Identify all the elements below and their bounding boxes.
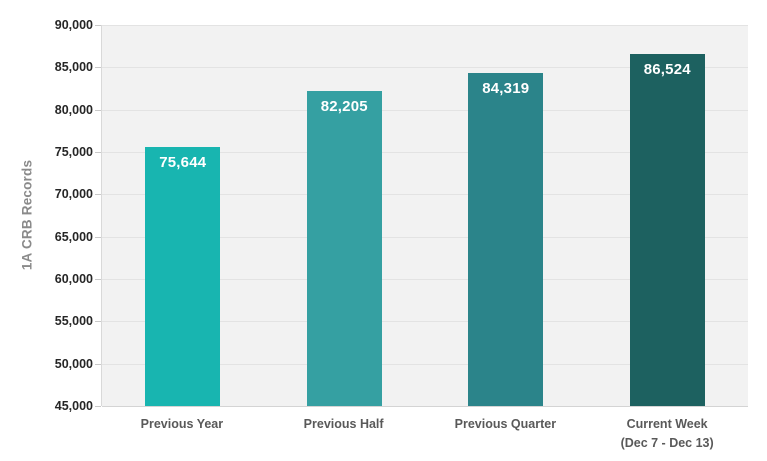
y-tick-label: 70,000 xyxy=(54,187,93,201)
y-tick-label: 75,000 xyxy=(54,145,93,159)
y-tick-label: 90,000 xyxy=(54,18,93,32)
bar-value-label: 84,319 xyxy=(482,80,530,98)
y-tick-mark xyxy=(95,152,101,153)
x-category-label: Previous Half xyxy=(303,417,384,431)
y-tick-mark xyxy=(95,25,101,26)
y-tick-label: 85,000 xyxy=(54,60,93,74)
gridline xyxy=(102,25,748,26)
y-tick-mark xyxy=(95,67,101,68)
gridline xyxy=(102,237,748,238)
x-category-label: Current Week (Dec 7 - Dec 13) xyxy=(620,417,714,451)
gridline xyxy=(102,67,748,68)
gridline xyxy=(102,406,748,407)
gridline xyxy=(102,279,748,280)
y-tick-mark xyxy=(95,321,101,322)
bar-cell: 75,644 xyxy=(102,25,264,406)
gridline xyxy=(102,364,748,365)
gridline xyxy=(102,152,748,153)
bar-3: 84,319 xyxy=(468,73,544,406)
y-tick-label: 80,000 xyxy=(54,103,93,117)
y-tick-label: 55,000 xyxy=(54,314,93,328)
y-tick-mark xyxy=(95,110,101,111)
y-tick-mark xyxy=(95,279,101,280)
bar-cell: 82,205 xyxy=(264,25,426,406)
y-tick-label: 50,000 xyxy=(54,357,93,371)
bar-1: 75,644 xyxy=(145,146,221,406)
x-category-label: Previous Year xyxy=(140,417,224,431)
bar-cell: 84,319 xyxy=(425,25,587,406)
bar-value-label: 75,644 xyxy=(159,153,207,171)
bar-value-label: 86,524 xyxy=(643,61,691,79)
gridline xyxy=(102,321,748,322)
y-tick-mark xyxy=(95,364,101,365)
gridline xyxy=(102,194,748,195)
y-tick-label: 60,000 xyxy=(54,272,93,286)
y-tick-mark xyxy=(95,237,101,238)
plot-area: 75,644 82,205 84,319 86,524 xyxy=(101,25,749,407)
y-tick-label: 65,000 xyxy=(54,230,93,244)
gridline xyxy=(102,110,748,111)
y-tick-label: 45,000 xyxy=(54,399,93,413)
y-axis-title: 1A CRB Records xyxy=(19,159,35,271)
bar-2: 82,205 xyxy=(306,91,382,406)
x-axis: Previous Year Previous Half Previous Quart… xyxy=(101,415,748,454)
bar-cell: 86,524 xyxy=(587,25,749,406)
x-category-label: Previous Quarter xyxy=(454,417,557,431)
bar-4: 86,524 xyxy=(629,54,705,406)
bar-value-label: 82,205 xyxy=(320,98,368,115)
y-tick-mark xyxy=(95,406,101,407)
y-tick-mark xyxy=(95,194,101,195)
